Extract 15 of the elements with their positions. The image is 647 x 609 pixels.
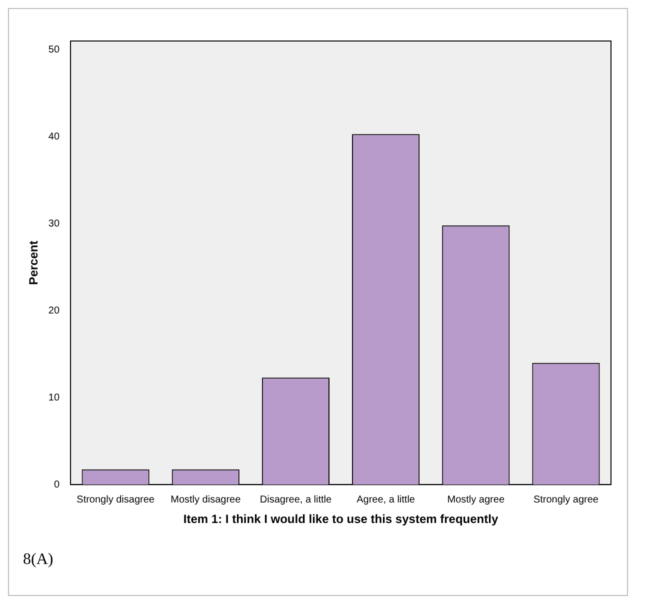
x-tick-label: Disagree, a little (260, 494, 332, 506)
x-axis-title: Item 1: I think I would like to use this system frequently (183, 512, 498, 526)
y-axis-title: Percent (26, 240, 41, 285)
x-tick-label: Mostly agree (447, 494, 505, 506)
x-tick-label: Mostly disagree (170, 494, 242, 506)
y-tick-label: 30 (48, 218, 60, 230)
y-tick-label: 40 (48, 131, 60, 142)
x-tick-label: Strongly disagree (76, 494, 155, 506)
x-tick-label: Strongly agree (533, 494, 599, 506)
x-tick-label: Agree, a little (356, 494, 416, 506)
text: 8(A) (23, 551, 54, 569)
y-tick-label: 0 (54, 479, 60, 490)
y-tick-label: 50 (48, 44, 60, 56)
y-tick-label: 20 (48, 305, 60, 316)
y-tick-label: 10 (48, 392, 60, 404)
